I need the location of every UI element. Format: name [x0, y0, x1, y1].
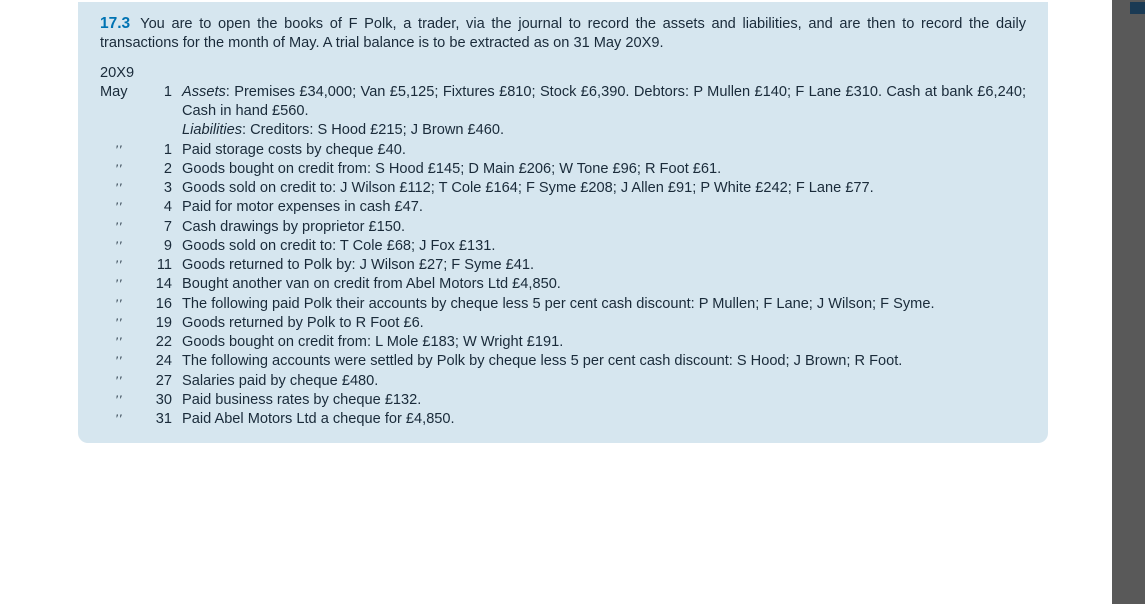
month-col: ʹʹ	[100, 141, 154, 160]
transaction-row: Liabilities: Creditors: S Hood £215; J B…	[100, 121, 1026, 140]
description-col: Goods returned to Polk by: J Wilson £27;…	[182, 256, 1026, 275]
description-col: Goods returned by Polk to R Foot £6.	[182, 314, 1026, 333]
year-line: 20X9	[100, 64, 1026, 83]
description-col: Paid storage costs by cheque £40.	[182, 141, 1026, 160]
day-col: 11	[154, 256, 182, 275]
transaction-row: ʹʹ1Paid storage costs by cheque £40.	[100, 141, 1026, 160]
transaction-row: ʹʹ3Goods sold on credit to: J Wilson £11…	[100, 179, 1026, 198]
description-col: Goods sold on credit to: J Wilson £112; …	[182, 179, 1026, 198]
transaction-row: ʹʹ4Paid for motor expenses in cash £47.	[100, 198, 1026, 217]
description-col: The following accounts were settled by P…	[182, 352, 1026, 371]
month-col: ʹʹ	[100, 410, 154, 429]
day-col: 24	[154, 352, 182, 371]
month-col: ʹʹ	[100, 333, 154, 352]
transaction-row: ʹʹ16The following paid Polk their accoun…	[100, 295, 1026, 314]
transaction-row: ʹʹ24The following accounts were settled …	[100, 352, 1026, 371]
transaction-row: May1Assets: Premises £34,000; Van £5,125…	[100, 83, 1026, 122]
day-col: 22	[154, 333, 182, 352]
month-col: ʹʹ	[100, 295, 154, 314]
transaction-row: ʹʹ11Goods returned to Polk by: J Wilson …	[100, 256, 1026, 275]
transaction-row: ʹʹ19Goods returned by Polk to R Foot £6.	[100, 314, 1026, 333]
transaction-row: ʹʹ2Goods bought on credit from: S Hood £…	[100, 160, 1026, 179]
day-col: 7	[154, 218, 182, 237]
day-col: 1	[154, 141, 182, 160]
transaction-row: ʹʹ31Paid Abel Motors Ltd a cheque for £4…	[100, 410, 1026, 429]
month-col: ʹʹ	[100, 372, 154, 391]
month-col: ʹʹ	[100, 391, 154, 410]
description-col: Paid business rates by cheque £132.	[182, 391, 1026, 410]
page: 17.3You are to open the books of F Polk,…	[0, 0, 1112, 604]
month-col: ʹʹ	[100, 160, 154, 179]
day-col: 16	[154, 295, 182, 314]
description-col: Paid for motor expenses in cash £47.	[182, 198, 1026, 217]
day-col: 4	[154, 198, 182, 217]
description-col: Cash drawings by proprietor £150.	[182, 218, 1026, 237]
right-scroll-strip	[1112, 0, 1145, 604]
day-col: 2	[154, 160, 182, 179]
transaction-row: ʹʹ30Paid business rates by cheque £132.	[100, 391, 1026, 410]
description-col: The following paid Polk their accounts b…	[182, 295, 1026, 314]
problem-box: 17.3You are to open the books of F Polk,…	[78, 2, 1048, 443]
month-col: ʹʹ	[100, 218, 154, 237]
description-col: Assets: Premises £34,000; Van £5,125; Fi…	[182, 83, 1026, 122]
month-col: ʹʹ	[100, 314, 154, 333]
description-col: Goods bought on credit from: L Mole £183…	[182, 333, 1026, 352]
day-col: 27	[154, 372, 182, 391]
transaction-row: ʹʹ7Cash drawings by proprietor £150.	[100, 218, 1026, 237]
day-col: 9	[154, 237, 182, 256]
month-col: ʹʹ	[100, 237, 154, 256]
month-col: ʹʹ	[100, 198, 154, 217]
description-col: Bought another van on credit from Abel M…	[182, 275, 1026, 294]
month-col: ʹʹ	[100, 256, 154, 275]
day-col: 31	[154, 410, 182, 429]
day-col: 30	[154, 391, 182, 410]
transaction-row: ʹʹ27Salaries paid by cheque £480.	[100, 372, 1026, 391]
problem-intro-text: You are to open the books of F Polk, a t…	[100, 16, 1026, 51]
month-col: ʹʹ	[100, 179, 154, 198]
description-col: Paid Abel Motors Ltd a cheque for £4,850…	[182, 410, 1026, 429]
day-col: 3	[154, 179, 182, 198]
month-col: ʹʹ	[100, 275, 154, 294]
description-col: Liabilities: Creditors: S Hood £215; J B…	[182, 121, 1026, 140]
problem-intro: 17.3You are to open the books of F Polk,…	[100, 14, 1026, 54]
day-col: 14	[154, 275, 182, 294]
description-col: Salaries paid by cheque £480.	[182, 372, 1026, 391]
description-col: Goods bought on credit from: S Hood £145…	[182, 160, 1026, 179]
day-col: 19	[154, 314, 182, 333]
description-col: Goods sold on credit to: T Cole £68; J F…	[182, 237, 1026, 256]
day-col: 1	[154, 83, 182, 102]
transaction-list: May1Assets: Premises £34,000; Van £5,125…	[100, 83, 1026, 430]
transaction-row: ʹʹ14Bought another van on credit from Ab…	[100, 275, 1026, 294]
month-col: ʹʹ	[100, 352, 154, 371]
transaction-row: ʹʹ22Goods bought on credit from: L Mole …	[100, 333, 1026, 352]
transaction-row: ʹʹ9Goods sold on credit to: T Cole £68; …	[100, 237, 1026, 256]
month-col: May	[100, 83, 154, 102]
problem-number: 17.3	[100, 15, 130, 32]
